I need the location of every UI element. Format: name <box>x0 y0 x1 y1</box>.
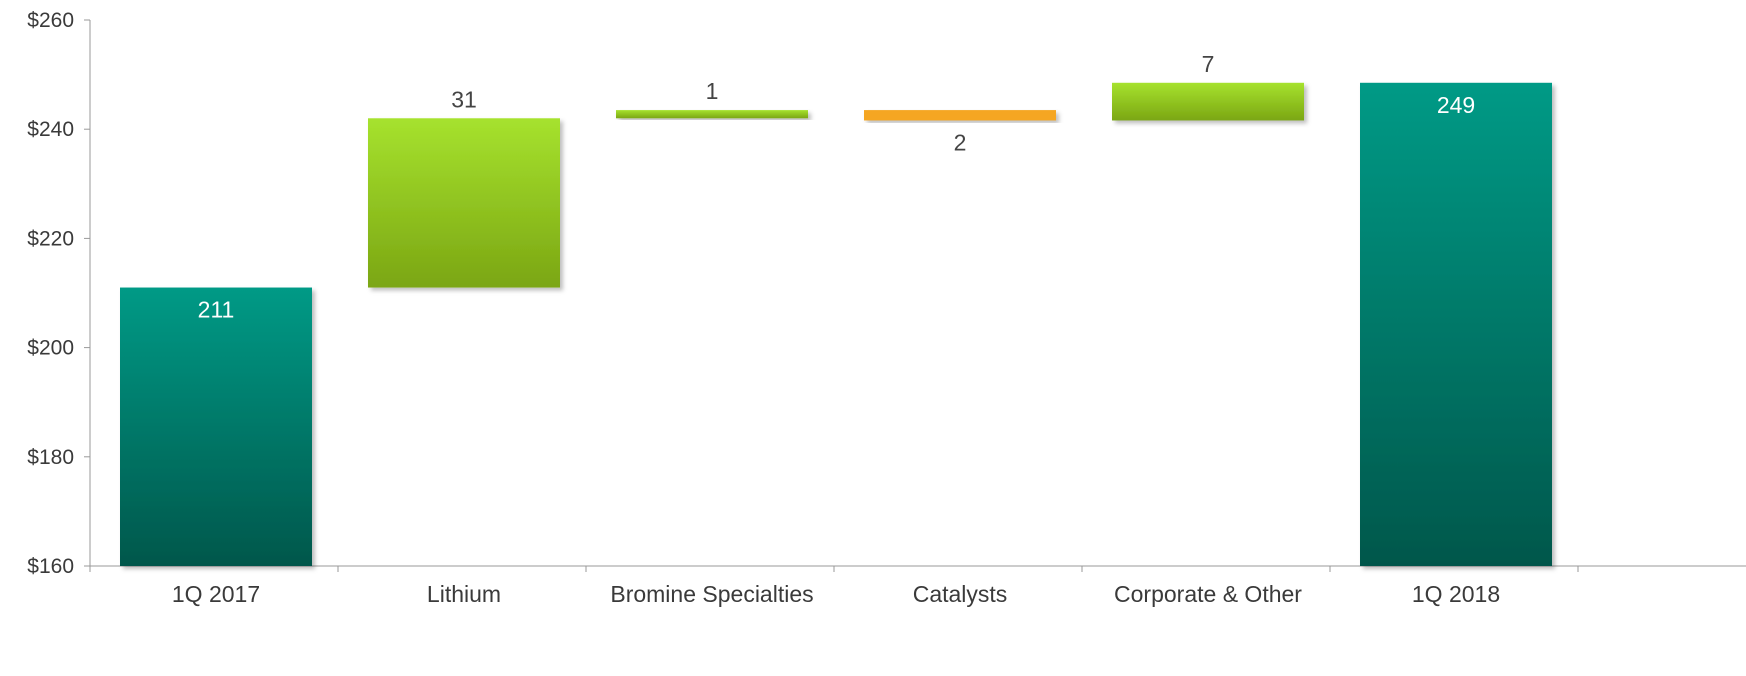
y-tick-label: $240 <box>27 118 74 141</box>
bars <box>120 82 1552 566</box>
data-label: 7 <box>1202 51 1215 77</box>
x-tick-label: Bromine Specialties <box>610 581 813 607</box>
y-tick-label: $180 <box>27 446 74 469</box>
x-tick-label: 1Q 2018 <box>1412 581 1500 607</box>
x-tick-label: Lithium <box>427 581 501 607</box>
data-label: 2 <box>954 129 967 155</box>
bar-increase <box>1112 82 1304 121</box>
bar-total <box>1360 82 1552 566</box>
y-tick-label: $160 <box>27 555 74 578</box>
bar-increase <box>368 118 560 288</box>
data-label: 31 <box>451 86 477 112</box>
y-tick-label: $260 <box>27 9 74 32</box>
bar-increase <box>616 110 808 119</box>
labels: 211 1Q 2017 31 Lithium 1 Bromine Specialties 2… <box>172 51 1500 607</box>
x-tick-label: Corporate & Other <box>1114 581 1302 607</box>
data-label: 1 <box>706 78 719 104</box>
bar-total <box>120 287 312 566</box>
bar-decrease <box>864 110 1056 121</box>
x-tick-label: 1Q 2017 <box>172 581 260 607</box>
data-label: 211 <box>198 297 235 323</box>
y-tick-label: $220 <box>27 227 74 250</box>
y-tick-label: $200 <box>27 337 74 360</box>
axes: $160 $180 $200 $220 $240 $260 <box>27 9 1746 578</box>
data-label: 249 <box>1437 92 1475 118</box>
x-tick-label: Catalysts <box>913 581 1008 607</box>
